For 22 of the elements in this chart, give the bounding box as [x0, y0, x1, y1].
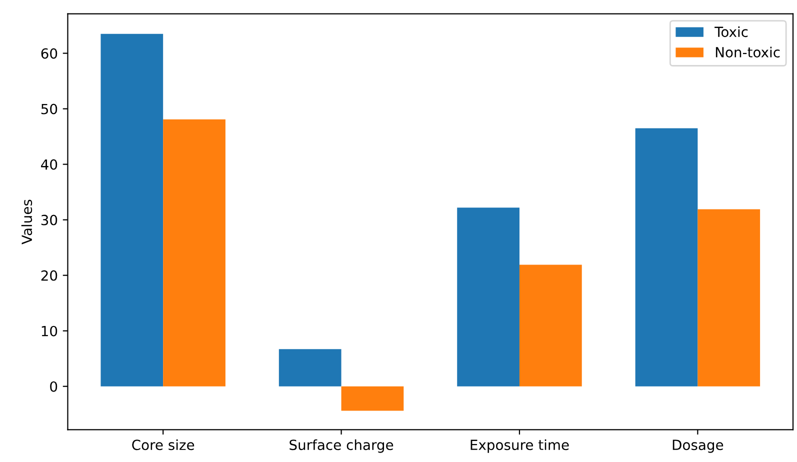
x-tick-label: Core size	[132, 439, 194, 450]
bar	[100, 34, 164, 386]
bar	[341, 386, 404, 411]
y-tick-label: 10	[42, 326, 58, 336]
x-tick-label: Dosage	[672, 440, 724, 453]
bar	[519, 264, 582, 386]
y-tick-label: 40	[41, 159, 58, 170]
bar	[635, 128, 698, 386]
bar	[698, 209, 760, 386]
y-tick-label: 0	[50, 381, 58, 392]
y-axis-title: Values	[21, 200, 32, 244]
bar	[457, 208, 520, 386]
bar	[163, 119, 226, 386]
y-tick-label: 20	[41, 270, 58, 281]
y-tick-label: 50	[41, 104, 58, 114]
x-tick-label: Surface charge	[290, 439, 394, 453]
legend-label: Toxic	[714, 26, 748, 38]
y-tick-label: 30	[41, 214, 58, 226]
bar	[278, 349, 342, 386]
legend-label: Non-toxic	[716, 46, 780, 58]
y-tick-label: 60	[41, 48, 58, 59]
x-tick-label: Exposure time	[470, 439, 569, 453]
